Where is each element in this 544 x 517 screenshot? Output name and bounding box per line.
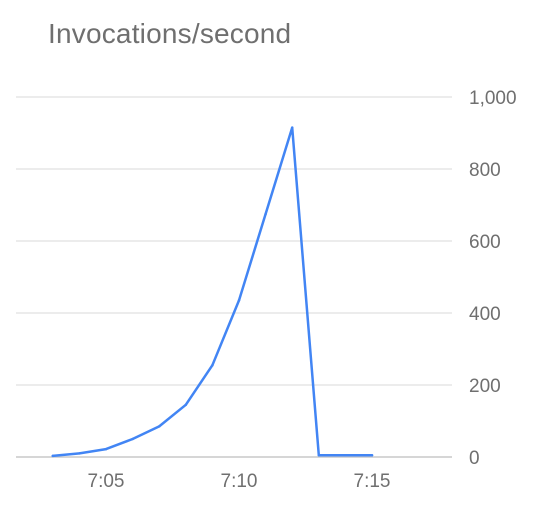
y-tick-label: 0 bbox=[469, 448, 480, 469]
y-tick-label: 800 bbox=[469, 160, 501, 181]
data-point bbox=[317, 453, 321, 457]
gridlines bbox=[16, 96, 452, 458]
data-point bbox=[78, 452, 81, 455]
y-tick-label: 600 bbox=[469, 232, 501, 253]
chart-title: Invocations/second bbox=[48, 18, 292, 49]
data-point bbox=[344, 453, 347, 457]
x-tick-label: 7:10 bbox=[221, 471, 258, 492]
series-line bbox=[51, 126, 374, 458]
data-point bbox=[290, 126, 294, 129]
y-tick-label: 200 bbox=[469, 376, 501, 397]
data-point bbox=[211, 363, 214, 367]
data-point bbox=[237, 299, 241, 302]
y-tick-label: 1,000 bbox=[469, 88, 517, 109]
x-axis-ticks: 7:05 7:10 7:15 bbox=[88, 471, 391, 492]
data-point bbox=[131, 437, 134, 441]
data-point bbox=[104, 447, 108, 451]
data-point bbox=[51, 454, 55, 458]
x-tick-label: 7:15 bbox=[354, 471, 391, 492]
data-point bbox=[264, 212, 267, 216]
data-point bbox=[370, 453, 374, 457]
series-lines bbox=[51, 126, 374, 458]
data-point bbox=[157, 425, 161, 428]
y-axis-ticks: 0 200 400 600 800 1,000 bbox=[469, 88, 517, 469]
y-tick-label: 400 bbox=[469, 304, 501, 325]
x-tick-label: 7:05 bbox=[88, 471, 125, 492]
data-point bbox=[184, 403, 188, 407]
